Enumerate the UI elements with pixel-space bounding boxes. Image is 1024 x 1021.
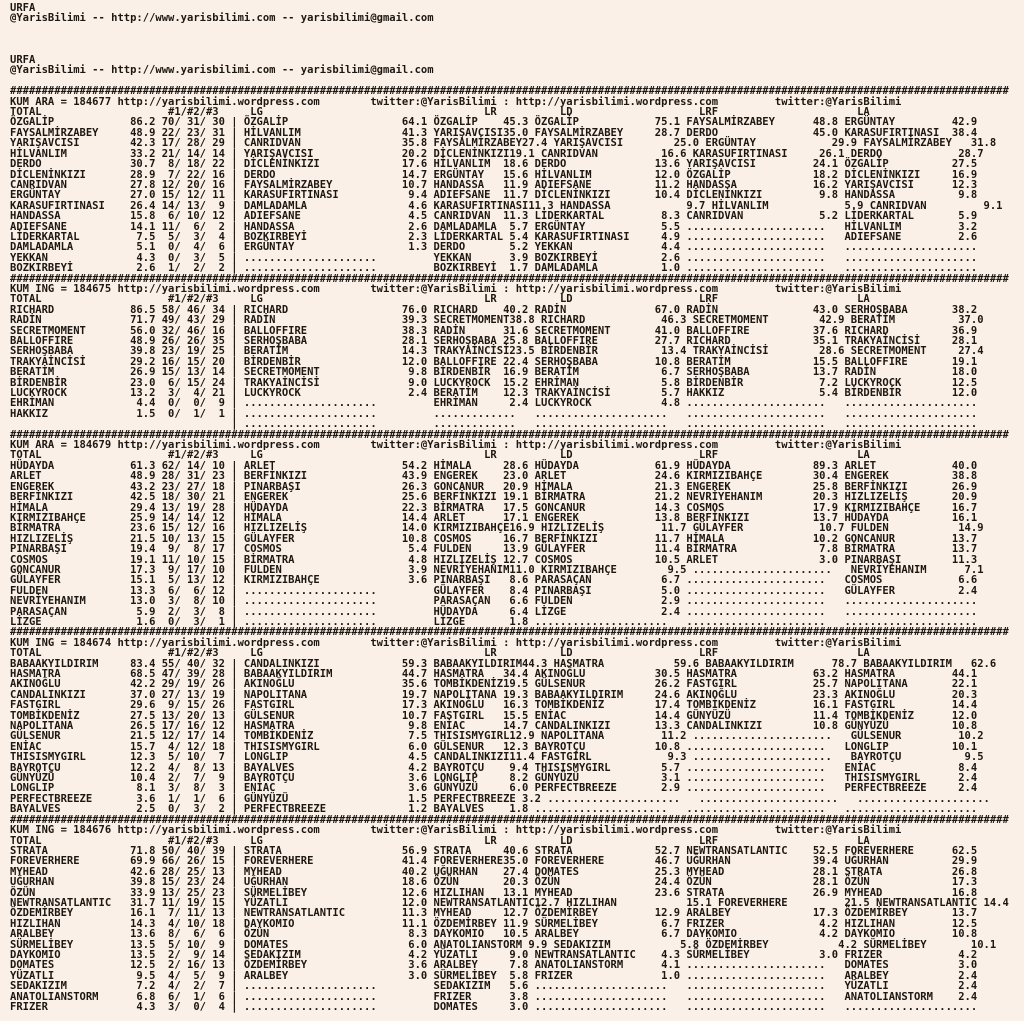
race-section-184679: ########################################… [10,428,1009,628]
race-section-184676: ########################################… [10,813,1009,1013]
race-section-184677: ########################################… [10,85,1009,275]
race-section-184675: ########################################… [10,272,1009,431]
race-section-184674: ########################################… [10,626,1009,816]
masthead: URFA @YarisBilimi -- http://www.yarisbil… [10,2,434,77]
race-sections: ########################################… [10,86,1024,1012]
